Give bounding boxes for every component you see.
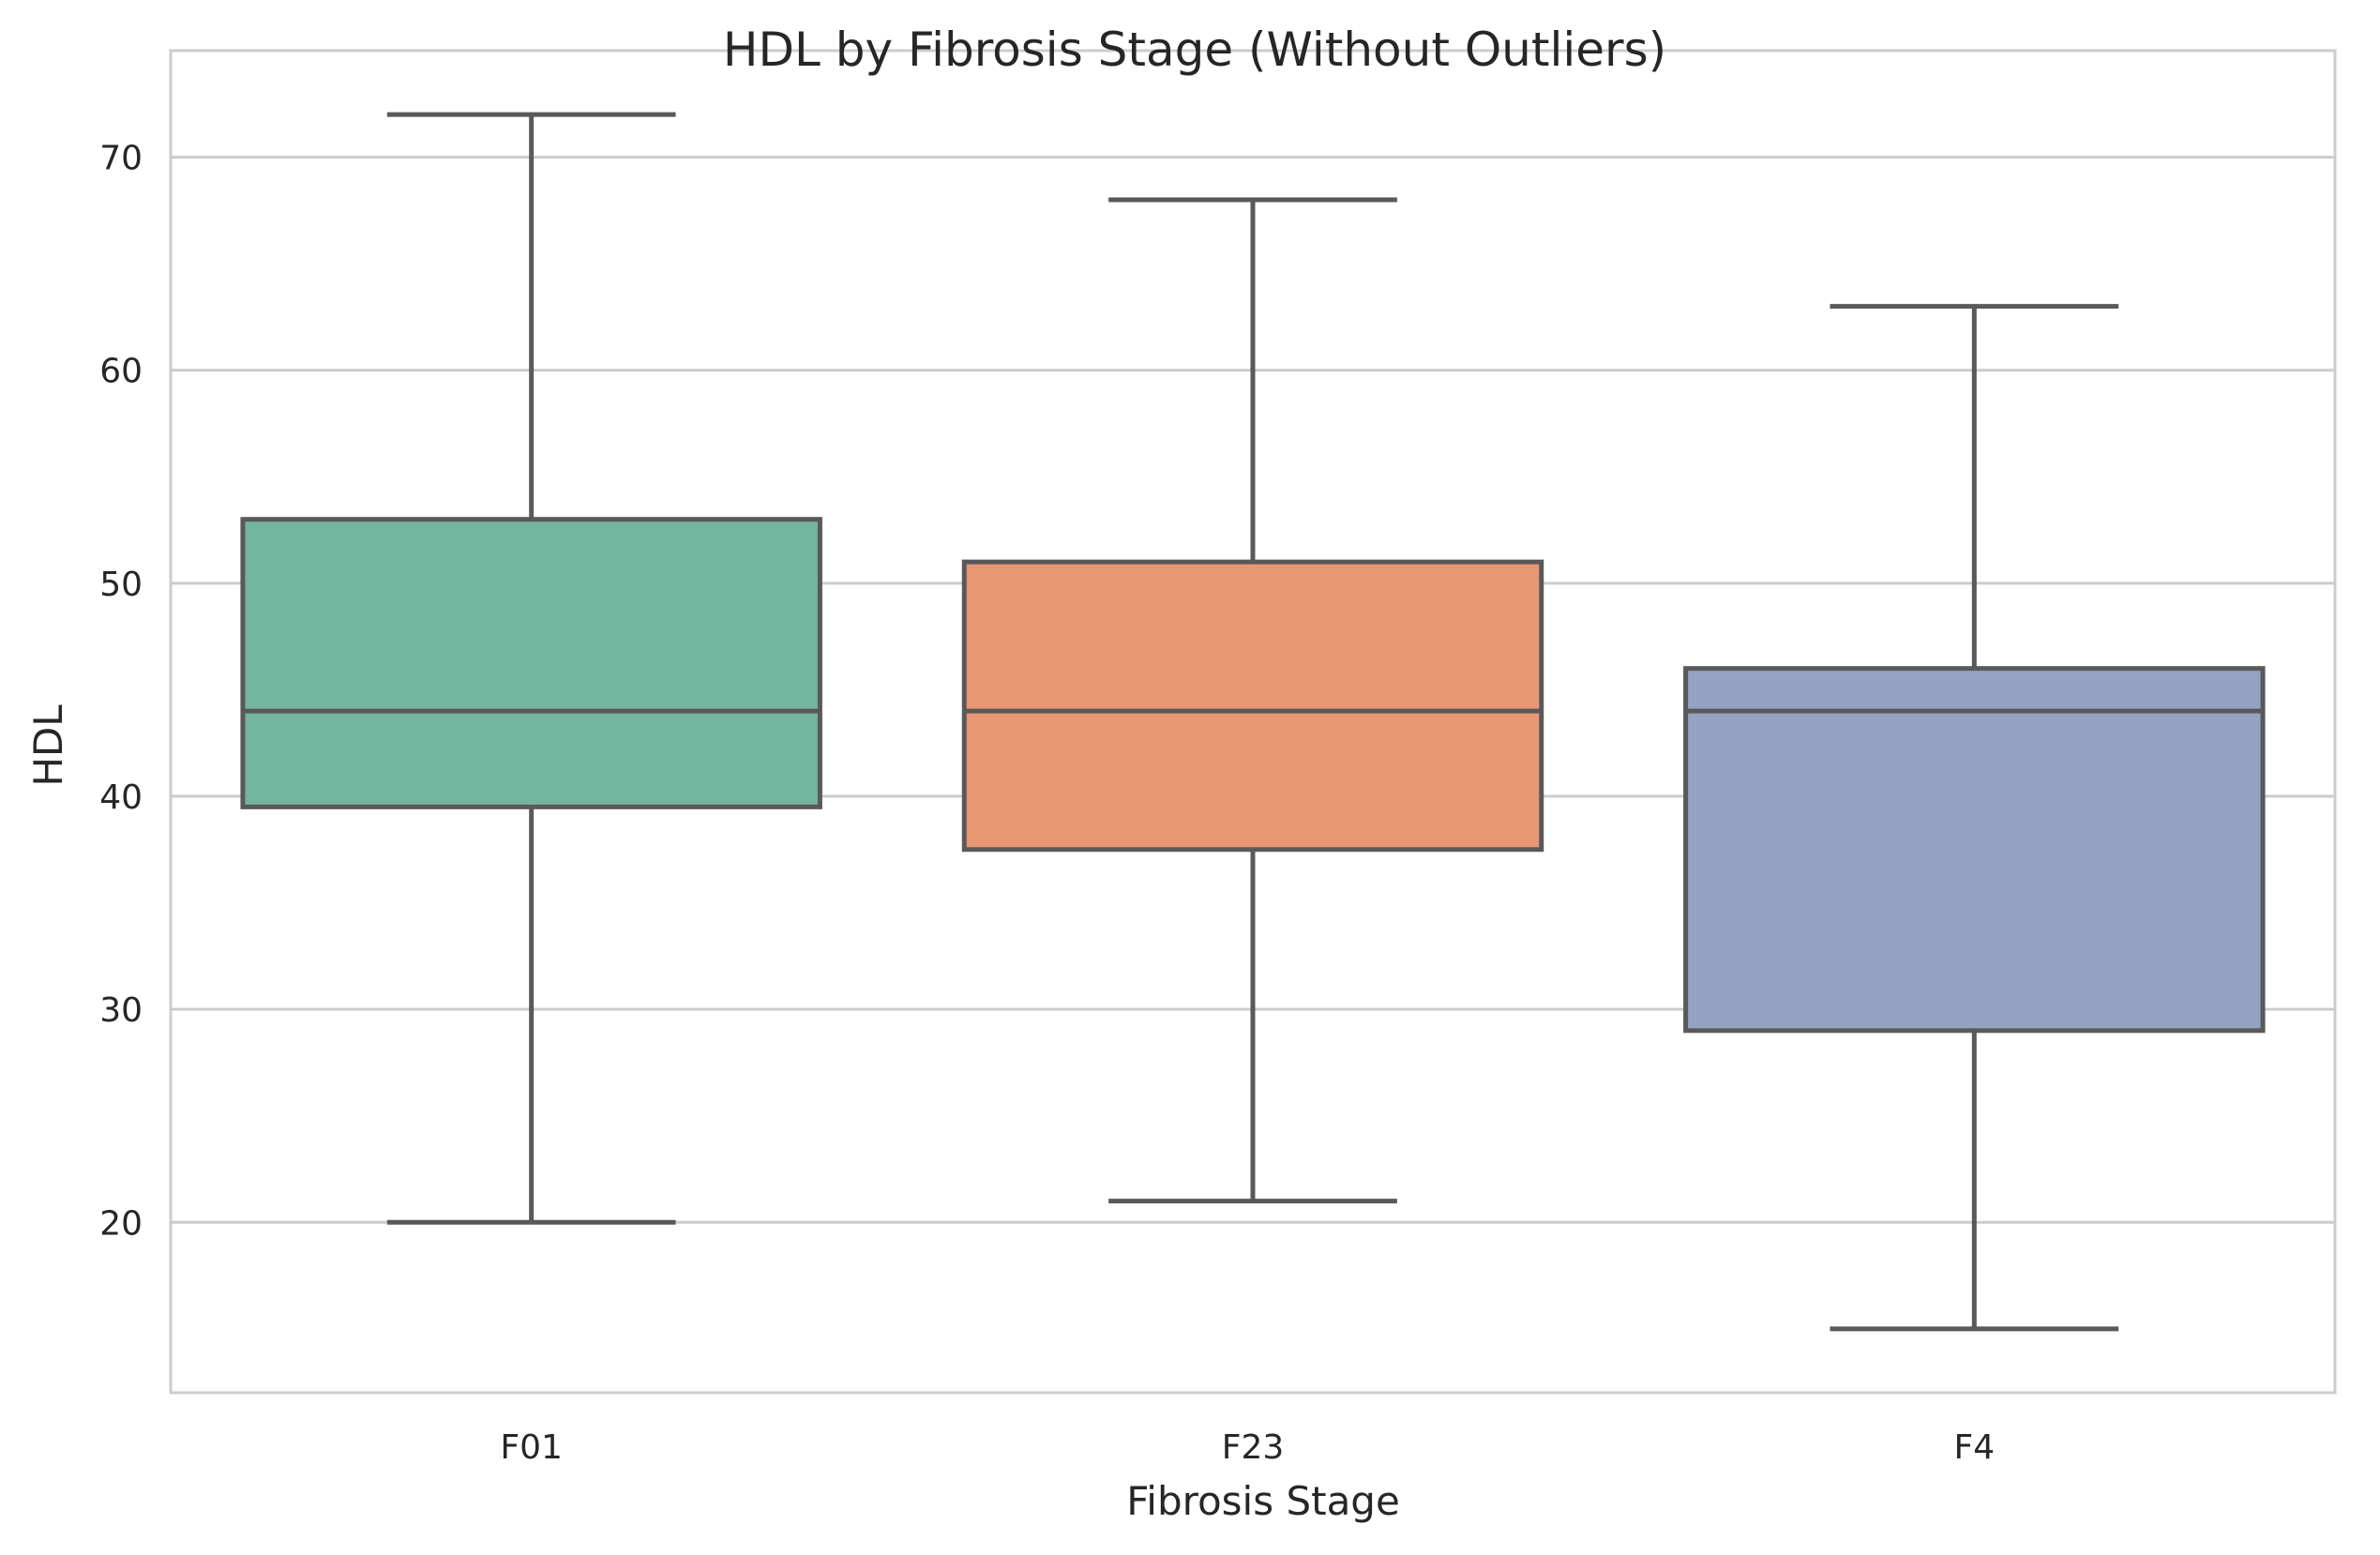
iqr-box — [961, 559, 1544, 853]
box-group-f4 — [1683, 304, 2266, 1332]
boxplot-series — [240, 112, 2266, 1332]
x-tick-label: F4 — [1954, 1428, 1996, 1467]
x-tick-label: F01 — [500, 1428, 563, 1467]
y-tick-label: 70 — [99, 140, 143, 178]
box-group-f23 — [961, 197, 1544, 1204]
chart-title: HDL by Fibrosis Stage (Without Outliers) — [723, 23, 1666, 77]
y-tick-labels: 20 30 40 50 60 70 — [99, 140, 143, 1244]
y-tick-label: 20 — [99, 1204, 143, 1243]
y-tick-label: 50 — [99, 566, 143, 604]
y-tick-label: 60 — [99, 353, 143, 391]
x-tick-label: F23 — [1222, 1428, 1285, 1467]
y-axis-label: HDL — [25, 704, 71, 787]
y-tick-label: 40 — [99, 778, 143, 817]
iqr-box — [240, 517, 822, 809]
x-axis-label: Fibrosis Stage — [1126, 1478, 1400, 1524]
plot-area-frame — [169, 49, 2337, 1395]
x-tick-labels: F01 F23 F4 — [500, 1428, 1995, 1467]
box-group-f01 — [240, 112, 822, 1225]
iqr-box — [1683, 666, 2266, 1034]
y-tick-label: 30 — [99, 991, 143, 1030]
